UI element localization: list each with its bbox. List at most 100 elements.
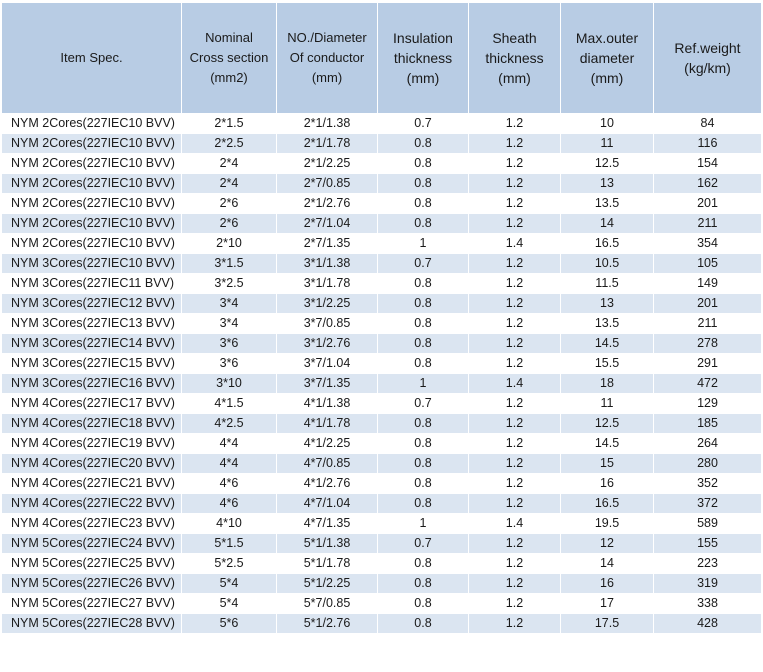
cell-cross-section: 5*4 (181, 593, 277, 614)
cell-conductor: 4*1/2.25 (276, 433, 378, 454)
table-row: NYM 3Cores(227IEC16 BVV) 3*10 3*7/1.35 1 1.4… (1, 373, 762, 394)
cell-item-spec: NYM 3Cores(227IEC16 BVV) (1, 373, 182, 394)
cell-weight: 211 (653, 313, 762, 334)
cell-sheath: 1.2 (468, 453, 561, 474)
cell-outer-diameter: 15.5 (560, 353, 654, 374)
header-line: Sheath (492, 30, 537, 46)
table-row: NYM 3Cores(227IEC10 BVV) 3*1.5 3*1/1.38 0.7… (1, 253, 762, 274)
cell-conductor: 3*1/1.38 (276, 253, 378, 274)
cell-insulation: 0.8 (377, 313, 469, 334)
cell-sheath: 1.2 (468, 413, 561, 434)
cell-insulation: 0.8 (377, 493, 469, 514)
cell-item-spec: NYM 2Cores(227IEC10 BVV) (1, 233, 182, 254)
cell-weight: 162 (653, 173, 762, 194)
cell-outer-diameter: 13.5 (560, 193, 654, 214)
cell-conductor: 3*1/2.76 (276, 333, 378, 354)
cell-sheath: 1.2 (468, 153, 561, 174)
cell-weight: 201 (653, 193, 762, 214)
cell-cross-section: 3*2.5 (181, 273, 277, 294)
cell-insulation: 0.8 (377, 333, 469, 354)
cell-outer-diameter: 15 (560, 453, 654, 474)
table-row: NYM 2Cores(227IEC10 BVV) 2*4 2*1/2.25 0.8 1.… (1, 153, 762, 174)
table-row: NYM 2Cores(227IEC10 BVV) 2*6 2*7/1.04 0.8 1.… (1, 213, 762, 234)
cell-outer-diameter: 17 (560, 593, 654, 614)
cell-sheath: 1.2 (468, 553, 561, 574)
cell-cross-section: 4*6 (181, 473, 277, 494)
cell-cross-section: 3*1.5 (181, 253, 277, 274)
cell-insulation: 0.8 (377, 213, 469, 234)
header-row: Item Spec. Nominal Cross section (mm2) N… (1, 2, 762, 114)
header-line: (mm) (498, 70, 531, 86)
header-line: (mm) (406, 70, 440, 86)
cell-sheath: 1.2 (468, 273, 561, 294)
cell-outer-diameter: 18 (560, 373, 654, 394)
cell-insulation: 0.8 (377, 453, 469, 474)
cell-weight: 185 (653, 413, 762, 434)
cell-conductor: 3*1/1.78 (276, 273, 378, 294)
header-line: (kg/km) (684, 60, 731, 76)
table-row: NYM 3Cores(227IEC14 BVV) 3*6 3*1/2.76 0.8 1.… (1, 333, 762, 354)
cell-insulation: 0.8 (377, 573, 469, 594)
cell-sheath: 1.2 (468, 533, 561, 554)
cell-insulation: 0.8 (377, 413, 469, 434)
table-row: NYM 2Cores(227IEC10 BVV) 2*10 2*7/1.35 1 1.4… (1, 233, 762, 254)
table-row: NYM 5Cores(227IEC24 BVV) 5*1.5 5*1/1.38 0.7… (1, 533, 762, 554)
cell-insulation: 0.7 (377, 113, 469, 134)
cell-cross-section: 4*2.5 (181, 413, 277, 434)
cell-cross-section: 2*2.5 (181, 133, 277, 154)
cell-conductor: 2*7/0.85 (276, 173, 378, 194)
table-row: NYM 4Cores(227IEC20 BVV) 4*4 4*7/0.85 0.8 1.… (1, 453, 762, 474)
header-ref-weight: Ref.weight (kg/km) (653, 2, 762, 114)
cell-weight: 338 (653, 593, 762, 614)
table-row: NYM 3Cores(227IEC12 BVV) 3*4 3*1/2.25 0.8 1.… (1, 293, 762, 314)
header-insulation-thickness: Insulation thickness (mm) (377, 2, 469, 114)
cell-weight: 155 (653, 533, 762, 554)
table-row: NYM 5Cores(227IEC27 BVV) 5*4 5*7/0.85 0.8 1.… (1, 593, 762, 614)
cell-outer-diameter: 16.5 (560, 493, 654, 514)
cell-sheath: 1.2 (468, 473, 561, 494)
cell-sheath: 1.2 (468, 613, 561, 634)
cell-weight: 149 (653, 273, 762, 294)
cell-cross-section: 5*4 (181, 573, 277, 594)
cell-weight: 84 (653, 113, 762, 134)
cell-weight: 264 (653, 433, 762, 454)
cell-insulation: 0.8 (377, 273, 469, 294)
cable-spec-table: Item Spec. Nominal Cross section (mm2) N… (1, 2, 762, 634)
cell-item-spec: NYM 4Cores(227IEC23 BVV) (1, 513, 182, 534)
cell-weight: 352 (653, 473, 762, 494)
cell-outer-diameter: 16 (560, 473, 654, 494)
cell-item-spec: NYM 2Cores(227IEC10 BVV) (1, 173, 182, 194)
cell-outer-diameter: 11 (560, 133, 654, 154)
cell-item-spec: NYM 2Cores(227IEC10 BVV) (1, 133, 182, 154)
cell-outer-diameter: 12 (560, 533, 654, 554)
cell-sheath: 1.2 (468, 493, 561, 514)
table-row: NYM 4Cores(227IEC17 BVV) 4*1.5 4*1/1.38 0.7… (1, 393, 762, 414)
cell-item-spec: NYM 5Cores(227IEC28 BVV) (1, 613, 182, 634)
cell-weight: 354 (653, 233, 762, 254)
cell-sheath: 1.2 (468, 253, 561, 274)
cell-weight: 154 (653, 153, 762, 174)
cell-sheath: 1.2 (468, 133, 561, 154)
cell-outer-diameter: 19.5 (560, 513, 654, 534)
cell-cross-section: 2*6 (181, 193, 277, 214)
table-row: NYM 5Cores(227IEC28 BVV) 5*6 5*1/2.76 0.8 1.… (1, 613, 762, 634)
cell-weight: 428 (653, 613, 762, 634)
header-max-outer-diameter: Max.outer diameter (mm) (560, 2, 654, 114)
cell-insulation: 1 (377, 233, 469, 254)
cell-outer-diameter: 11 (560, 393, 654, 414)
cell-cross-section: 5*2.5 (181, 553, 277, 574)
table-row: NYM 5Cores(227IEC25 BVV) 5*2.5 5*1/1.78 0.8… (1, 553, 762, 574)
cell-item-spec: NYM 4Cores(227IEC20 BVV) (1, 453, 182, 474)
cell-outer-diameter: 16 (560, 573, 654, 594)
cell-conductor: 2*1/2.25 (276, 153, 378, 174)
cell-outer-diameter: 13 (560, 173, 654, 194)
header-line: Nominal (205, 30, 253, 45)
cell-outer-diameter: 10.5 (560, 253, 654, 274)
cell-item-spec: NYM 3Cores(227IEC10 BVV) (1, 253, 182, 274)
cell-cross-section: 3*6 (181, 333, 277, 354)
cell-cross-section: 3*4 (181, 293, 277, 314)
cell-insulation: 0.8 (377, 613, 469, 634)
cell-insulation: 0.8 (377, 173, 469, 194)
cell-sheath: 1.2 (468, 313, 561, 334)
cell-cross-section: 3*6 (181, 353, 277, 374)
